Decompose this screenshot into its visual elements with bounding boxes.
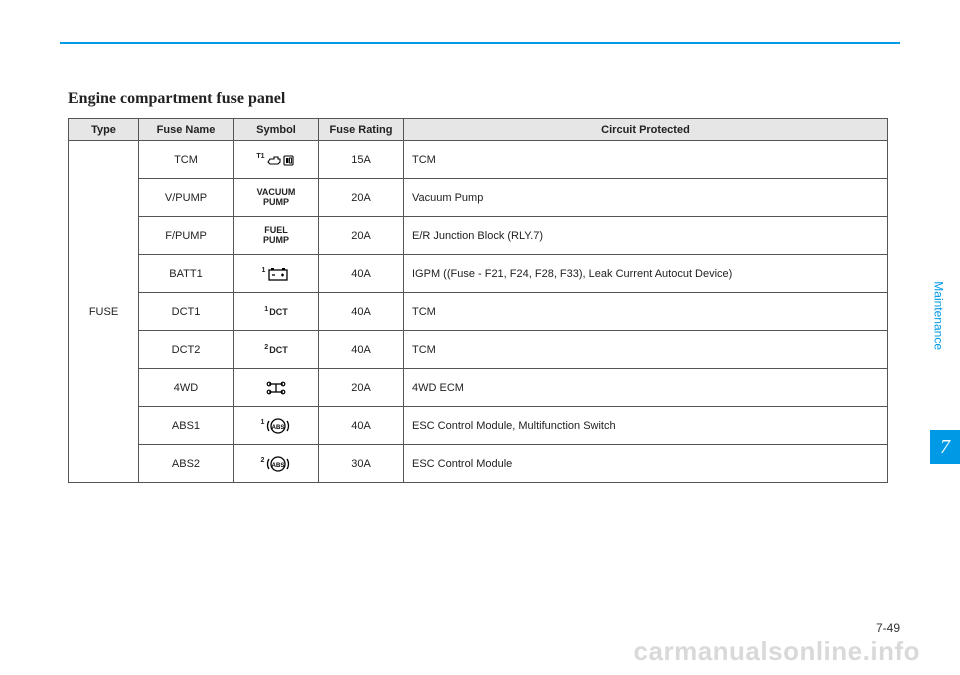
th-type: Type bbox=[69, 119, 139, 141]
rating-cell: 20A bbox=[319, 217, 404, 255]
rating-cell: 40A bbox=[319, 331, 404, 369]
circuit-cell: Vacuum Pump bbox=[404, 179, 888, 217]
table-row: F/PUMPFUELPUMP20AE/R Junction Block (RLY… bbox=[69, 217, 888, 255]
symbol-cell: VACUUMPUMP bbox=[234, 179, 319, 217]
th-circuit: Circuit Protected bbox=[404, 119, 888, 141]
th-name: Fuse Name bbox=[139, 119, 234, 141]
circuit-cell: ESC Control Module, Multifunction Switch bbox=[404, 407, 888, 445]
page: Engine compartment fuse panel Type Fuse … bbox=[0, 0, 960, 675]
table-row: DCT22DCT40ATCM bbox=[69, 331, 888, 369]
symbol-cell: 1DCT bbox=[234, 293, 319, 331]
circuit-cell: TCM bbox=[404, 331, 888, 369]
svg-text:ABS: ABS bbox=[272, 463, 285, 469]
fuse-name-cell: ABS2 bbox=[139, 445, 234, 483]
fuse-name-cell: 4WD bbox=[139, 369, 234, 407]
circuit-cell: IGPM ((Fuse - F21, F24, F28, F33), Leak … bbox=[404, 255, 888, 293]
circuit-cell: E/R Junction Block (RLY.7) bbox=[404, 217, 888, 255]
fuse-name-cell: DCT1 bbox=[139, 293, 234, 331]
symbol-cell: 2DCT bbox=[234, 331, 319, 369]
table-row: DCT11DCT40ATCM bbox=[69, 293, 888, 331]
symbol-cell: 1 bbox=[234, 255, 319, 293]
fuse-name-cell: TCM bbox=[139, 141, 234, 179]
type-cell: FUSE bbox=[69, 141, 139, 483]
circuit-cell: TCM bbox=[404, 293, 888, 331]
rating-cell: 40A bbox=[319, 255, 404, 293]
fuse-table: Type Fuse Name Symbol Fuse Rating Circui… bbox=[68, 118, 888, 483]
table-row: ABS22ABS30AESC Control Module bbox=[69, 445, 888, 483]
rating-cell: 40A bbox=[319, 293, 404, 331]
fuse-name-cell: F/PUMP bbox=[139, 217, 234, 255]
watermark: carmanualsonline.info bbox=[634, 636, 920, 667]
side-label: Maintenance bbox=[932, 281, 946, 350]
table-row: BATT1140AIGPM ((Fuse - F21, F24, F28, F3… bbox=[69, 255, 888, 293]
symbol-cell: FUELPUMP bbox=[234, 217, 319, 255]
rating-cell: 15A bbox=[319, 141, 404, 179]
symbol-cell: 1ABS bbox=[234, 407, 319, 445]
th-rating: Fuse Rating bbox=[319, 119, 404, 141]
fuse-name-cell: DCT2 bbox=[139, 331, 234, 369]
th-symbol: Symbol bbox=[234, 119, 319, 141]
svg-text:ABS: ABS bbox=[272, 425, 285, 431]
rating-cell: 40A bbox=[319, 407, 404, 445]
page-title: Engine compartment fuse panel bbox=[68, 90, 285, 108]
top-rule bbox=[60, 42, 900, 44]
symbol-cell: 2ABS bbox=[234, 445, 319, 483]
symbol-cell: T1 bbox=[234, 141, 319, 179]
chapter-tab: 7 bbox=[930, 430, 960, 464]
table-row: FUSETCMT115ATCM bbox=[69, 141, 888, 179]
rating-cell: 30A bbox=[319, 445, 404, 483]
table-row: V/PUMPVACUUMPUMP20AVacuum Pump bbox=[69, 179, 888, 217]
rating-cell: 20A bbox=[319, 369, 404, 407]
table-row: 4WD 20A4WD ECM bbox=[69, 369, 888, 407]
page-number: 7-49 bbox=[876, 621, 900, 635]
fuse-name-cell: BATT1 bbox=[139, 255, 234, 293]
table-row: ABS11ABS40AESC Control Module, Multifunc… bbox=[69, 407, 888, 445]
circuit-cell: 4WD ECM bbox=[404, 369, 888, 407]
circuit-cell: TCM bbox=[404, 141, 888, 179]
circuit-cell: ESC Control Module bbox=[404, 445, 888, 483]
rating-cell: 20A bbox=[319, 179, 404, 217]
symbol-cell bbox=[234, 369, 319, 407]
table-header-row: Type Fuse Name Symbol Fuse Rating Circui… bbox=[69, 119, 888, 141]
fuse-name-cell: ABS1 bbox=[139, 407, 234, 445]
fuse-name-cell: V/PUMP bbox=[139, 179, 234, 217]
